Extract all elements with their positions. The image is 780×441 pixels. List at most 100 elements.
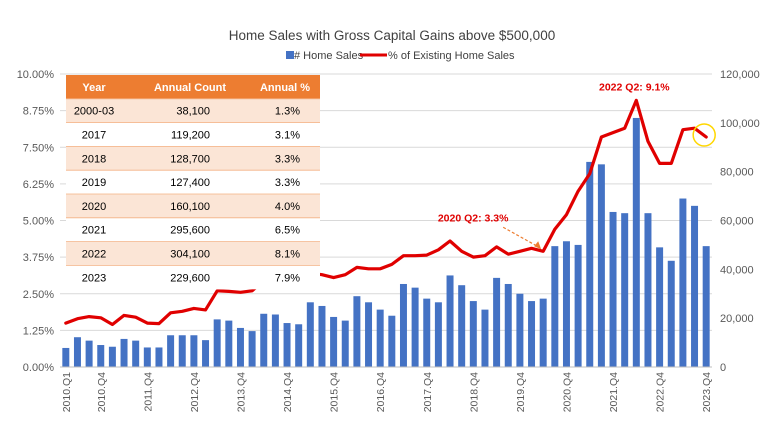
bar [376, 309, 384, 367]
table-cell: 160,100 [170, 201, 210, 213]
bar [62, 347, 70, 367]
table-cell: 3.3% [275, 153, 300, 165]
bar [85, 340, 93, 367]
x-tick-label: 2018.Q4 [468, 372, 480, 412]
bar [691, 205, 699, 367]
table-cell: 119,200 [171, 130, 210, 142]
bar [644, 213, 652, 367]
bar [504, 283, 512, 367]
x-tick-label: 2022.Q4 [655, 372, 667, 412]
table-cell: 4.0% [275, 201, 300, 213]
table-cell: 2000-03 [74, 106, 114, 118]
right-tick-label: 120,000 [720, 69, 760, 81]
bar [481, 309, 489, 367]
bar [702, 246, 710, 367]
highlight-circle [692, 123, 716, 147]
bar [493, 277, 501, 367]
right-tick-label: 40,000 [720, 264, 754, 276]
table-row [66, 194, 320, 218]
left-tick-label: 10.00% [17, 69, 55, 81]
table-cell: 2020 [82, 201, 106, 213]
table-cell: 3.1% [275, 130, 300, 142]
table-cell: 127,400 [170, 177, 210, 189]
table-cell: 229,600 [170, 272, 210, 284]
bar [411, 287, 419, 367]
bar [574, 244, 582, 367]
line-series [64, 98, 716, 327]
bar [562, 241, 570, 367]
x-axis-ticks: 2010.Q1 2010.Q4 2011.Q4 2012.Q4 2013.Q4 2014.… [61, 372, 713, 412]
line-path [64, 98, 708, 327]
left-tick-label: 6.25% [23, 179, 54, 191]
x-tick-label: 2015.Q4 [329, 372, 341, 412]
bar [469, 301, 477, 367]
table-cell: 128,700 [170, 153, 210, 165]
bar [213, 319, 221, 367]
bar [271, 314, 279, 367]
annotation-2020: 2020 Q2: 3.3% [438, 212, 509, 224]
bar [551, 246, 559, 367]
table-cell: 38,100 [176, 106, 210, 118]
right-tick-label: 100,000 [720, 118, 760, 130]
bar [97, 345, 105, 367]
bar [167, 335, 175, 367]
legend-bar-swatch [286, 51, 294, 59]
table-cell: 2023 [82, 272, 106, 284]
table-cell: 2022 [82, 249, 106, 261]
left-axis-ticks: 0.00% 1.25% 2.50% 3.75% 5.00% 6.25% 7.50% 8.75%… [17, 69, 55, 374]
x-tick-label: 2010.Q1 [61, 372, 73, 412]
bar [679, 198, 687, 367]
table-cell: 6.5% [275, 225, 300, 237]
bar [516, 293, 524, 367]
table-row [66, 122, 320, 147]
bar [248, 331, 256, 367]
bar [341, 320, 349, 367]
x-tick-label: 2017.Q4 [422, 372, 434, 412]
table-cell: 2018 [82, 153, 106, 165]
bar [597, 164, 605, 367]
legend-bar-label: # Home Sales [294, 50, 364, 62]
table-cell: 7.9% [275, 272, 300, 284]
x-tick-label: 2012.Q4 [189, 372, 201, 412]
bar [458, 285, 466, 367]
bar [609, 211, 617, 367]
legend: # Home Sales % of Existing Home Sales [286, 50, 515, 62]
x-tick-label: 2010.Q4 [96, 372, 108, 412]
left-tick-label: 3.75% [23, 252, 54, 264]
bar [365, 302, 373, 367]
left-tick-label: 7.50% [23, 142, 54, 154]
annotation-peak: 2022 Q2: 9.1% [599, 81, 670, 93]
bar [295, 324, 303, 367]
table-row [66, 98, 320, 123]
table-row [66, 146, 320, 171]
bar [108, 346, 116, 367]
bar [446, 275, 454, 367]
bar [667, 260, 675, 367]
legend-line-label: % of Existing Home Sales [388, 50, 515, 62]
bar [236, 327, 244, 367]
x-tick-label: 2021.Q4 [608, 372, 620, 412]
bar [434, 302, 442, 367]
right-tick-label: 60,000 [720, 216, 754, 228]
x-tick-label: 2023.Q4 [701, 372, 713, 412]
table-row [66, 170, 320, 194]
x-tick-label: 2014.Q4 [282, 372, 294, 412]
bar [202, 340, 210, 367]
left-tick-label: 1.25% [23, 325, 54, 337]
table-cell: 2019 [82, 177, 106, 189]
table-cell: 8.1% [275, 249, 300, 261]
bar [353, 296, 361, 367]
table-cell: 304,100 [170, 249, 210, 261]
bar [190, 335, 198, 367]
bar [132, 340, 140, 367]
bar [632, 117, 640, 367]
table-cell: 295,600 [170, 225, 210, 237]
right-tick-label: 0 [720, 362, 726, 374]
bar [539, 298, 547, 367]
table-row [66, 241, 320, 266]
table-cell: 2017 [82, 130, 106, 142]
left-tick-label: 5.00% [23, 216, 54, 228]
x-tick-label: 2013.Q4 [235, 372, 247, 412]
left-tick-label: 8.75% [23, 106, 54, 118]
right-tick-label: 80,000 [720, 167, 754, 179]
